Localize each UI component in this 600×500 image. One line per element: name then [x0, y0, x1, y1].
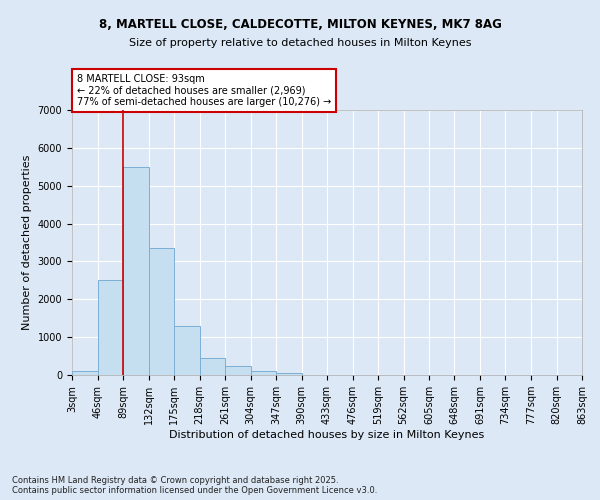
Text: Contains HM Land Registry data © Crown copyright and database right 2025.
Contai: Contains HM Land Registry data © Crown c…	[12, 476, 377, 495]
Bar	[174, 326, 199, 375]
Bar	[276, 373, 302, 375]
Text: 8, MARTELL CLOSE, CALDECOTTE, MILTON KEYNES, MK7 8AG: 8, MARTELL CLOSE, CALDECOTTE, MILTON KEY…	[98, 18, 502, 30]
Text: Size of property relative to detached houses in Milton Keynes: Size of property relative to detached ho…	[129, 38, 471, 48]
Y-axis label: Number of detached properties: Number of detached properties	[22, 155, 32, 330]
X-axis label: Distribution of detached houses by size in Milton Keynes: Distribution of detached houses by size …	[169, 430, 485, 440]
Bar	[199, 358, 225, 375]
Bar	[149, 248, 174, 375]
Bar	[251, 371, 276, 375]
Bar	[97, 280, 123, 375]
Text: 8 MARTELL CLOSE: 93sqm
← 22% of detached houses are smaller (2,969)
77% of semi-: 8 MARTELL CLOSE: 93sqm ← 22% of detached…	[77, 74, 331, 108]
Bar	[123, 167, 149, 375]
Bar	[72, 371, 97, 375]
Bar	[225, 366, 251, 375]
